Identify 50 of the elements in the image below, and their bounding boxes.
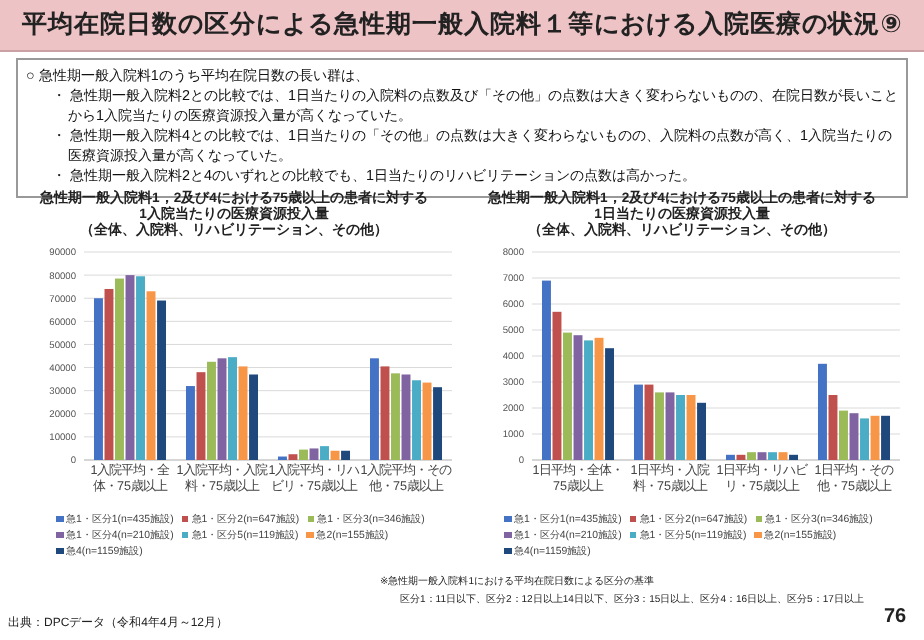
bar — [207, 361, 216, 460]
bar — [196, 372, 206, 460]
bar — [249, 374, 259, 460]
bar — [412, 380, 421, 460]
bar — [747, 452, 756, 460]
bar — [217, 358, 227, 460]
bar — [881, 415, 891, 460]
bar — [320, 446, 329, 460]
bar — [433, 387, 443, 460]
bar — [288, 454, 298, 460]
bar — [817, 363, 827, 460]
bar — [563, 332, 572, 460]
bar — [309, 448, 319, 460]
text: 平均在院日数の区分による急性期一般入院料１等における入院医療の状況⑨ — [20, 8, 904, 42]
bar — [299, 449, 308, 460]
bar — [401, 374, 411, 460]
bar — [541, 280, 551, 460]
bar — [849, 413, 859, 460]
bar — [757, 452, 767, 460]
bar — [104, 288, 114, 460]
bar — [341, 450, 351, 460]
bar — [185, 386, 195, 460]
bar — [789, 454, 799, 460]
bar — [725, 454, 735, 460]
bar — [605, 348, 615, 460]
bar — [828, 395, 838, 460]
bar — [676, 395, 685, 460]
bar — [369, 358, 379, 460]
bar — [157, 300, 167, 460]
bar — [93, 298, 103, 460]
bar — [655, 392, 664, 460]
bar — [697, 402, 707, 460]
bar — [633, 384, 643, 460]
bar — [860, 418, 869, 460]
bar — [686, 395, 696, 460]
bar — [136, 276, 145, 460]
bar — [573, 335, 583, 460]
bar — [228, 357, 237, 460]
text: 76 — [884, 606, 907, 628]
bar — [839, 410, 848, 460]
bar — [125, 275, 135, 460]
bar — [238, 366, 248, 460]
bar — [778, 452, 788, 460]
bar — [115, 278, 124, 460]
bar — [146, 291, 156, 460]
bar — [391, 373, 400, 460]
bar — [768, 452, 777, 460]
bar — [665, 392, 675, 460]
bar — [380, 366, 390, 460]
bar — [584, 340, 593, 460]
